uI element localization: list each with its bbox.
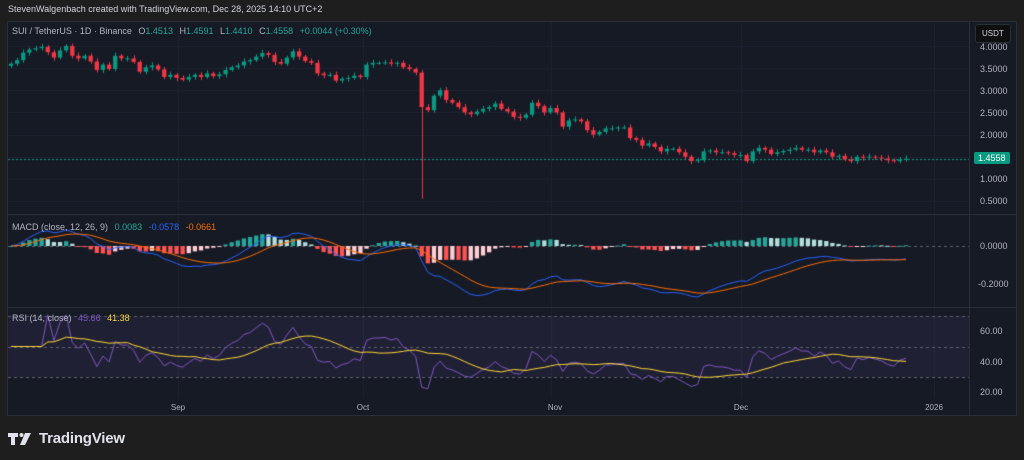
last-price-badge: 1.4558 xyxy=(974,152,1010,164)
time-label: Oct xyxy=(356,403,370,412)
time-label: 2026 xyxy=(925,403,943,412)
close-value: 1.4558 xyxy=(265,26,294,36)
tradingview-logo[interactable]: TradingView xyxy=(8,430,125,447)
time-label: Nov xyxy=(547,403,563,412)
price-label: 4.0000 xyxy=(980,42,1008,52)
brand-name: TradingView xyxy=(39,430,125,447)
price-label: 2.0000 xyxy=(980,130,1008,140)
macd-axis-label: -0.2000 xyxy=(978,279,1009,289)
rsi-axis-label: 60.00 xyxy=(980,326,1003,336)
macd-histogram-value: 0.0083 xyxy=(114,222,143,232)
price-label: 3.0000 xyxy=(980,86,1008,96)
rsi-axis-label: 20.00 xyxy=(980,387,1003,397)
time-label: Sep xyxy=(170,403,186,412)
macd-pane-divider[interactable] xyxy=(8,214,1016,215)
symbol-title[interactable]: SUI / TetherUS · 1D · Binance xyxy=(12,26,132,36)
price-label: 1.0000 xyxy=(980,174,1008,184)
symbol-legend: SUI / TetherUS · 1D · Binance O1.4513 H1… xyxy=(12,26,372,36)
rsi-title[interactable]: RSI (14, close) xyxy=(12,313,72,323)
macd-signal-value: -0.0661 xyxy=(185,222,217,232)
price-scale-divider xyxy=(969,22,970,415)
rsi-ma-value: 41.38 xyxy=(107,313,130,323)
price-label: 2.5000 xyxy=(980,108,1008,118)
change-value: +0.0044 (+0.30%) xyxy=(299,26,372,36)
macd-line-value: -0.0578 xyxy=(148,222,180,232)
macd-title[interactable]: MACD (close, 12, 26, 9) xyxy=(12,222,109,232)
tradingview-logo-icon xyxy=(8,432,31,445)
rsi-pane-divider[interactable] xyxy=(8,307,1016,308)
currency-button[interactable]: USDT xyxy=(975,24,1011,43)
low-value: 1.4410 xyxy=(225,26,253,36)
open-value: 1.4513 xyxy=(145,26,173,36)
rsi-legend: RSI (14, close) 45.66 41.38 xyxy=(12,313,134,323)
time-label: Dec xyxy=(733,403,749,412)
price-label: 3.5000 xyxy=(980,64,1008,74)
rsi-value: 45.66 xyxy=(78,313,101,323)
macd-legend: MACD (close, 12, 26, 9) 0.0083 -0.0578 -… xyxy=(12,222,220,232)
price-label: 0.5000 xyxy=(980,196,1008,206)
high-value: 1.4591 xyxy=(185,26,214,36)
rsi-axis-label: 40.00 xyxy=(980,357,1003,367)
macd-axis-label: 0.0000 xyxy=(980,241,1008,251)
